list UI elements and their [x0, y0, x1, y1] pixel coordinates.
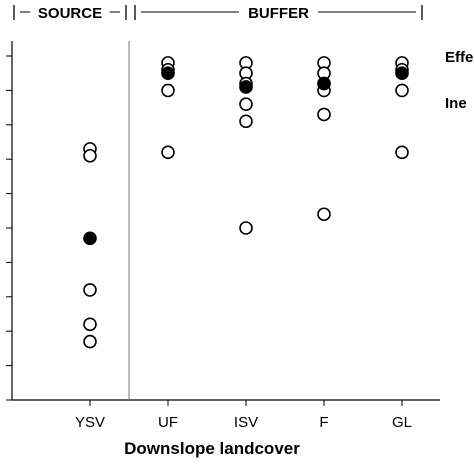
- open-data-point: [161, 83, 175, 98]
- x-tick-label: YSV: [75, 414, 105, 431]
- open-data-point: [161, 145, 175, 160]
- x-tick-label: UF: [158, 414, 178, 431]
- open-data-point: [317, 107, 331, 122]
- open-data-point: [317, 207, 331, 222]
- filled-data-point: [239, 80, 253, 94]
- open-data-point: [83, 283, 97, 297]
- open-data-point: [395, 145, 409, 160]
- x-tick-label: ISV: [234, 414, 258, 431]
- filled-data-point: [83, 231, 97, 246]
- open-data-point: [239, 114, 253, 129]
- open-data-point: [83, 334, 97, 349]
- x-tick-label: GL: [392, 414, 412, 431]
- legend-label: Ine: [445, 95, 467, 112]
- open-data-point: [83, 317, 97, 332]
- filled-data-point: [317, 76, 331, 91]
- open-data-point: [83, 148, 97, 163]
- group-headers: SOURCE BUFFER: [13, 5, 423, 22]
- axes: [11, 41, 440, 401]
- group-label: SOURCE: [38, 5, 102, 22]
- x-tick-label: F: [319, 414, 328, 431]
- open-data-point: [239, 97, 253, 111]
- legend-label: Effe: [445, 49, 473, 66]
- x-axis-label: Downslope landcover: [124, 439, 300, 458]
- group-label: BUFFER: [248, 5, 309, 22]
- open-data-point: [239, 221, 253, 235]
- filled-data-point: [161, 66, 175, 80]
- x-tick-labels: YSV UF ISV F GL: [75, 414, 412, 431]
- legend: Effe Ine: [445, 49, 473, 112]
- data-points: [83, 56, 409, 349]
- filled-data-point: [395, 66, 409, 80]
- open-data-point: [395, 83, 409, 98]
- y-ticks: [6, 55, 403, 406]
